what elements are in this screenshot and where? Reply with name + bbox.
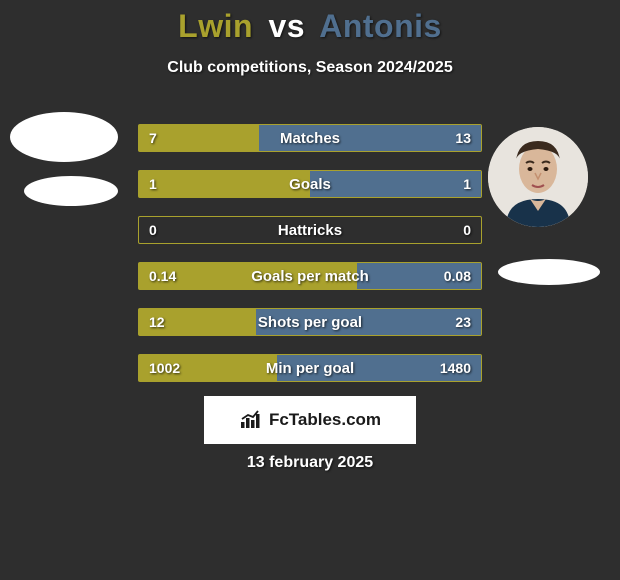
stat-row: Goals per match0.14 0.08 (138, 262, 482, 290)
stat-label: Goals (139, 171, 481, 197)
stat-row: Min per goal1002 1480 (138, 354, 482, 382)
stat-value-left: 7 (149, 125, 157, 151)
stat-value-right: 13 (455, 125, 471, 151)
stat-value-right: 0.08 (444, 263, 471, 289)
comparison-title: Lwin vs Antonis (0, 0, 620, 45)
date-text: 13 february 2025 (0, 454, 620, 472)
stat-row: Shots per goal12 23 (138, 308, 482, 336)
stat-value-left: 0.14 (149, 263, 176, 289)
brand-text: FcTables.com (269, 410, 381, 430)
stat-value-left: 1 (149, 171, 157, 197)
brand-badge: FcTables.com (204, 396, 416, 444)
stat-value-right: 23 (455, 309, 471, 335)
stat-row: Goals1 1 (138, 170, 482, 198)
stat-label: Min per goal (139, 355, 481, 381)
player1-flag (24, 176, 118, 206)
player1-avatar (10, 112, 118, 162)
stat-row: Matches7 13 (138, 124, 482, 152)
stat-label: Hattricks (139, 217, 481, 243)
player2-flag (498, 259, 600, 285)
stat-value-left: 1002 (149, 355, 180, 381)
stat-value-left: 12 (149, 309, 165, 335)
brand-chart-icon (239, 410, 263, 430)
stat-label: Goals per match (139, 263, 481, 289)
stats-bars: Matches7 13 Goals1 1 Hattricks0 0 Goals per ma… (138, 124, 482, 400)
stat-value-left: 0 (149, 217, 157, 243)
player2-avatar (488, 127, 588, 227)
stat-value-right: 0 (463, 217, 471, 243)
stat-label: Matches (139, 125, 481, 151)
player1-name: Lwin (178, 8, 253, 44)
stat-value-right: 1 (463, 171, 471, 197)
stat-label: Shots per goal (139, 309, 481, 335)
stat-value-right: 1480 (440, 355, 471, 381)
vs-text: vs (268, 8, 305, 44)
player2-name: Antonis (319, 8, 442, 44)
stat-row: Hattricks0 0 (138, 216, 482, 244)
subtitle: Club competitions, Season 2024/2025 (0, 59, 620, 77)
